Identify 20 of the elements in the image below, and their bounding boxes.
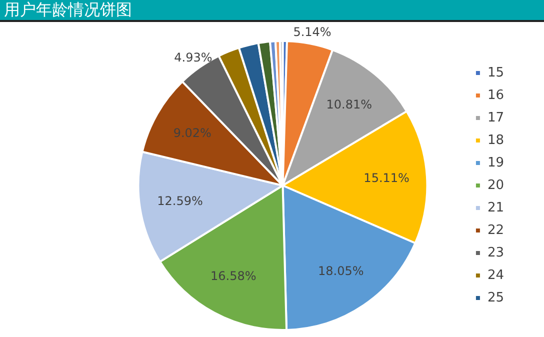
data-label: 16.58% bbox=[210, 269, 256, 284]
chart-title: 用户年龄情况饼图 bbox=[0, 0, 544, 22]
legend-label: 24 bbox=[487, 268, 504, 283]
legend-label: 17 bbox=[487, 110, 504, 126]
legend-label: 21 bbox=[487, 200, 504, 216]
legend-label: 19 bbox=[487, 155, 504, 170]
data-label: 18.05% bbox=[318, 264, 364, 278]
legend-label: 22 bbox=[487, 222, 504, 238]
data-label: 12.59% bbox=[157, 194, 203, 208]
legend-label: 23 bbox=[487, 245, 504, 260]
data-label: 15.11% bbox=[364, 170, 410, 185]
legend-label: 20 bbox=[487, 178, 504, 193]
data-label: 10.81% bbox=[326, 98, 372, 112]
data-label: 9.02% bbox=[173, 126, 212, 140]
data-label: 5.14% bbox=[293, 24, 332, 39]
legend-label: 16 bbox=[487, 88, 504, 103]
legend-label: 18 bbox=[487, 132, 504, 148]
data-label: 4.93% bbox=[174, 50, 212, 64]
legend-label: 15 bbox=[487, 65, 504, 80]
legend-label: 25 bbox=[487, 290, 504, 306]
